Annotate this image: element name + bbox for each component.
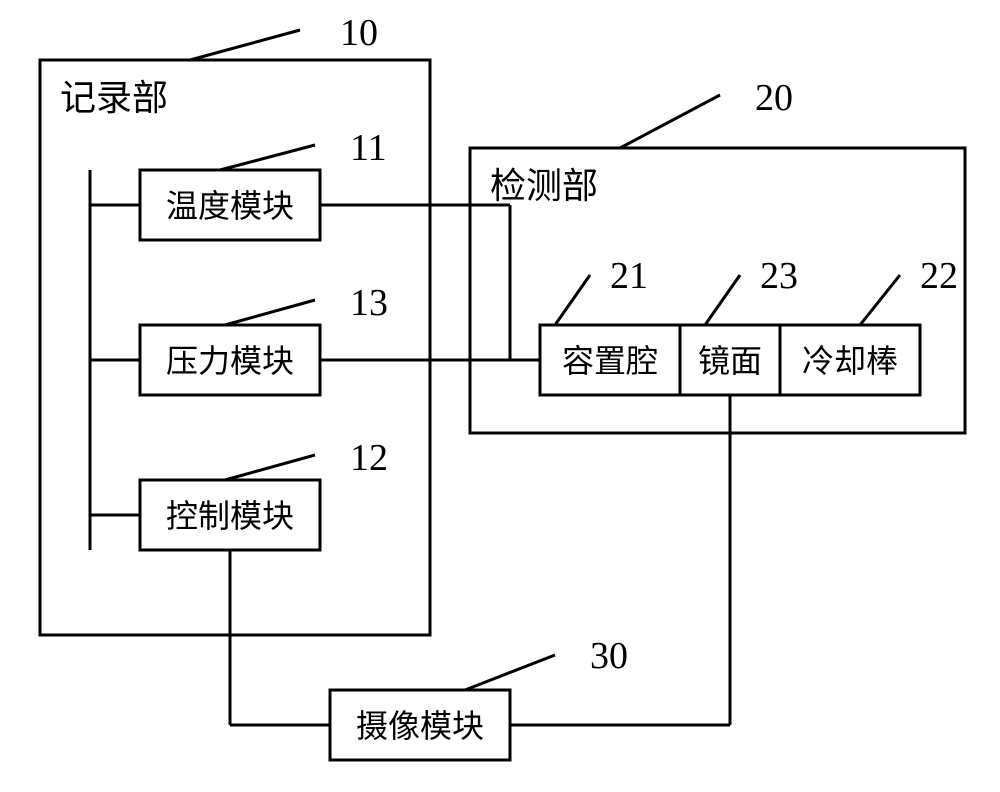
detection-unit-leader: [620, 95, 720, 148]
camera-module-label: 摄像模块: [356, 708, 484, 744]
detection-unit-title: 检测部: [490, 166, 598, 206]
pressure-module-num: 13: [350, 282, 388, 324]
cooling-rod-leader: [860, 275, 900, 325]
pressure-module-label: 压力模块: [166, 343, 294, 379]
cooling-rod-label: 冷却棒: [802, 343, 898, 379]
cooling-rod-num: 22: [920, 255, 958, 297]
camera-module-leader: [465, 655, 555, 690]
mirror-num: 23: [760, 255, 798, 297]
detection-unit-num: 20: [755, 77, 793, 119]
control-module-leader: [225, 455, 315, 480]
pressure-module-leader: [225, 300, 315, 325]
control-module-label: 控制模块: [166, 498, 294, 534]
cavity-num: 21: [610, 255, 648, 297]
control-module-num: 12: [350, 437, 388, 479]
recording-unit-num: 10: [340, 12, 378, 54]
cavity-label: 容置腔: [562, 343, 658, 379]
recording-unit-leader: [190, 30, 300, 60]
recording-unit-title: 记录部: [60, 78, 168, 118]
mirror-label: 镜面: [698, 343, 762, 379]
camera-module-num: 30: [590, 635, 628, 677]
mirror-leader: [705, 275, 740, 325]
diagram-canvas: 记录部 10 检测部 20 温度模块 11 压力模块 13 控制模块 12 容置…: [0, 0, 1000, 792]
cavity-leader: [555, 275, 590, 325]
temp-module-leader: [220, 145, 315, 170]
temp-module-num: 11: [350, 127, 387, 169]
temp-module-label: 温度模块: [166, 188, 294, 224]
